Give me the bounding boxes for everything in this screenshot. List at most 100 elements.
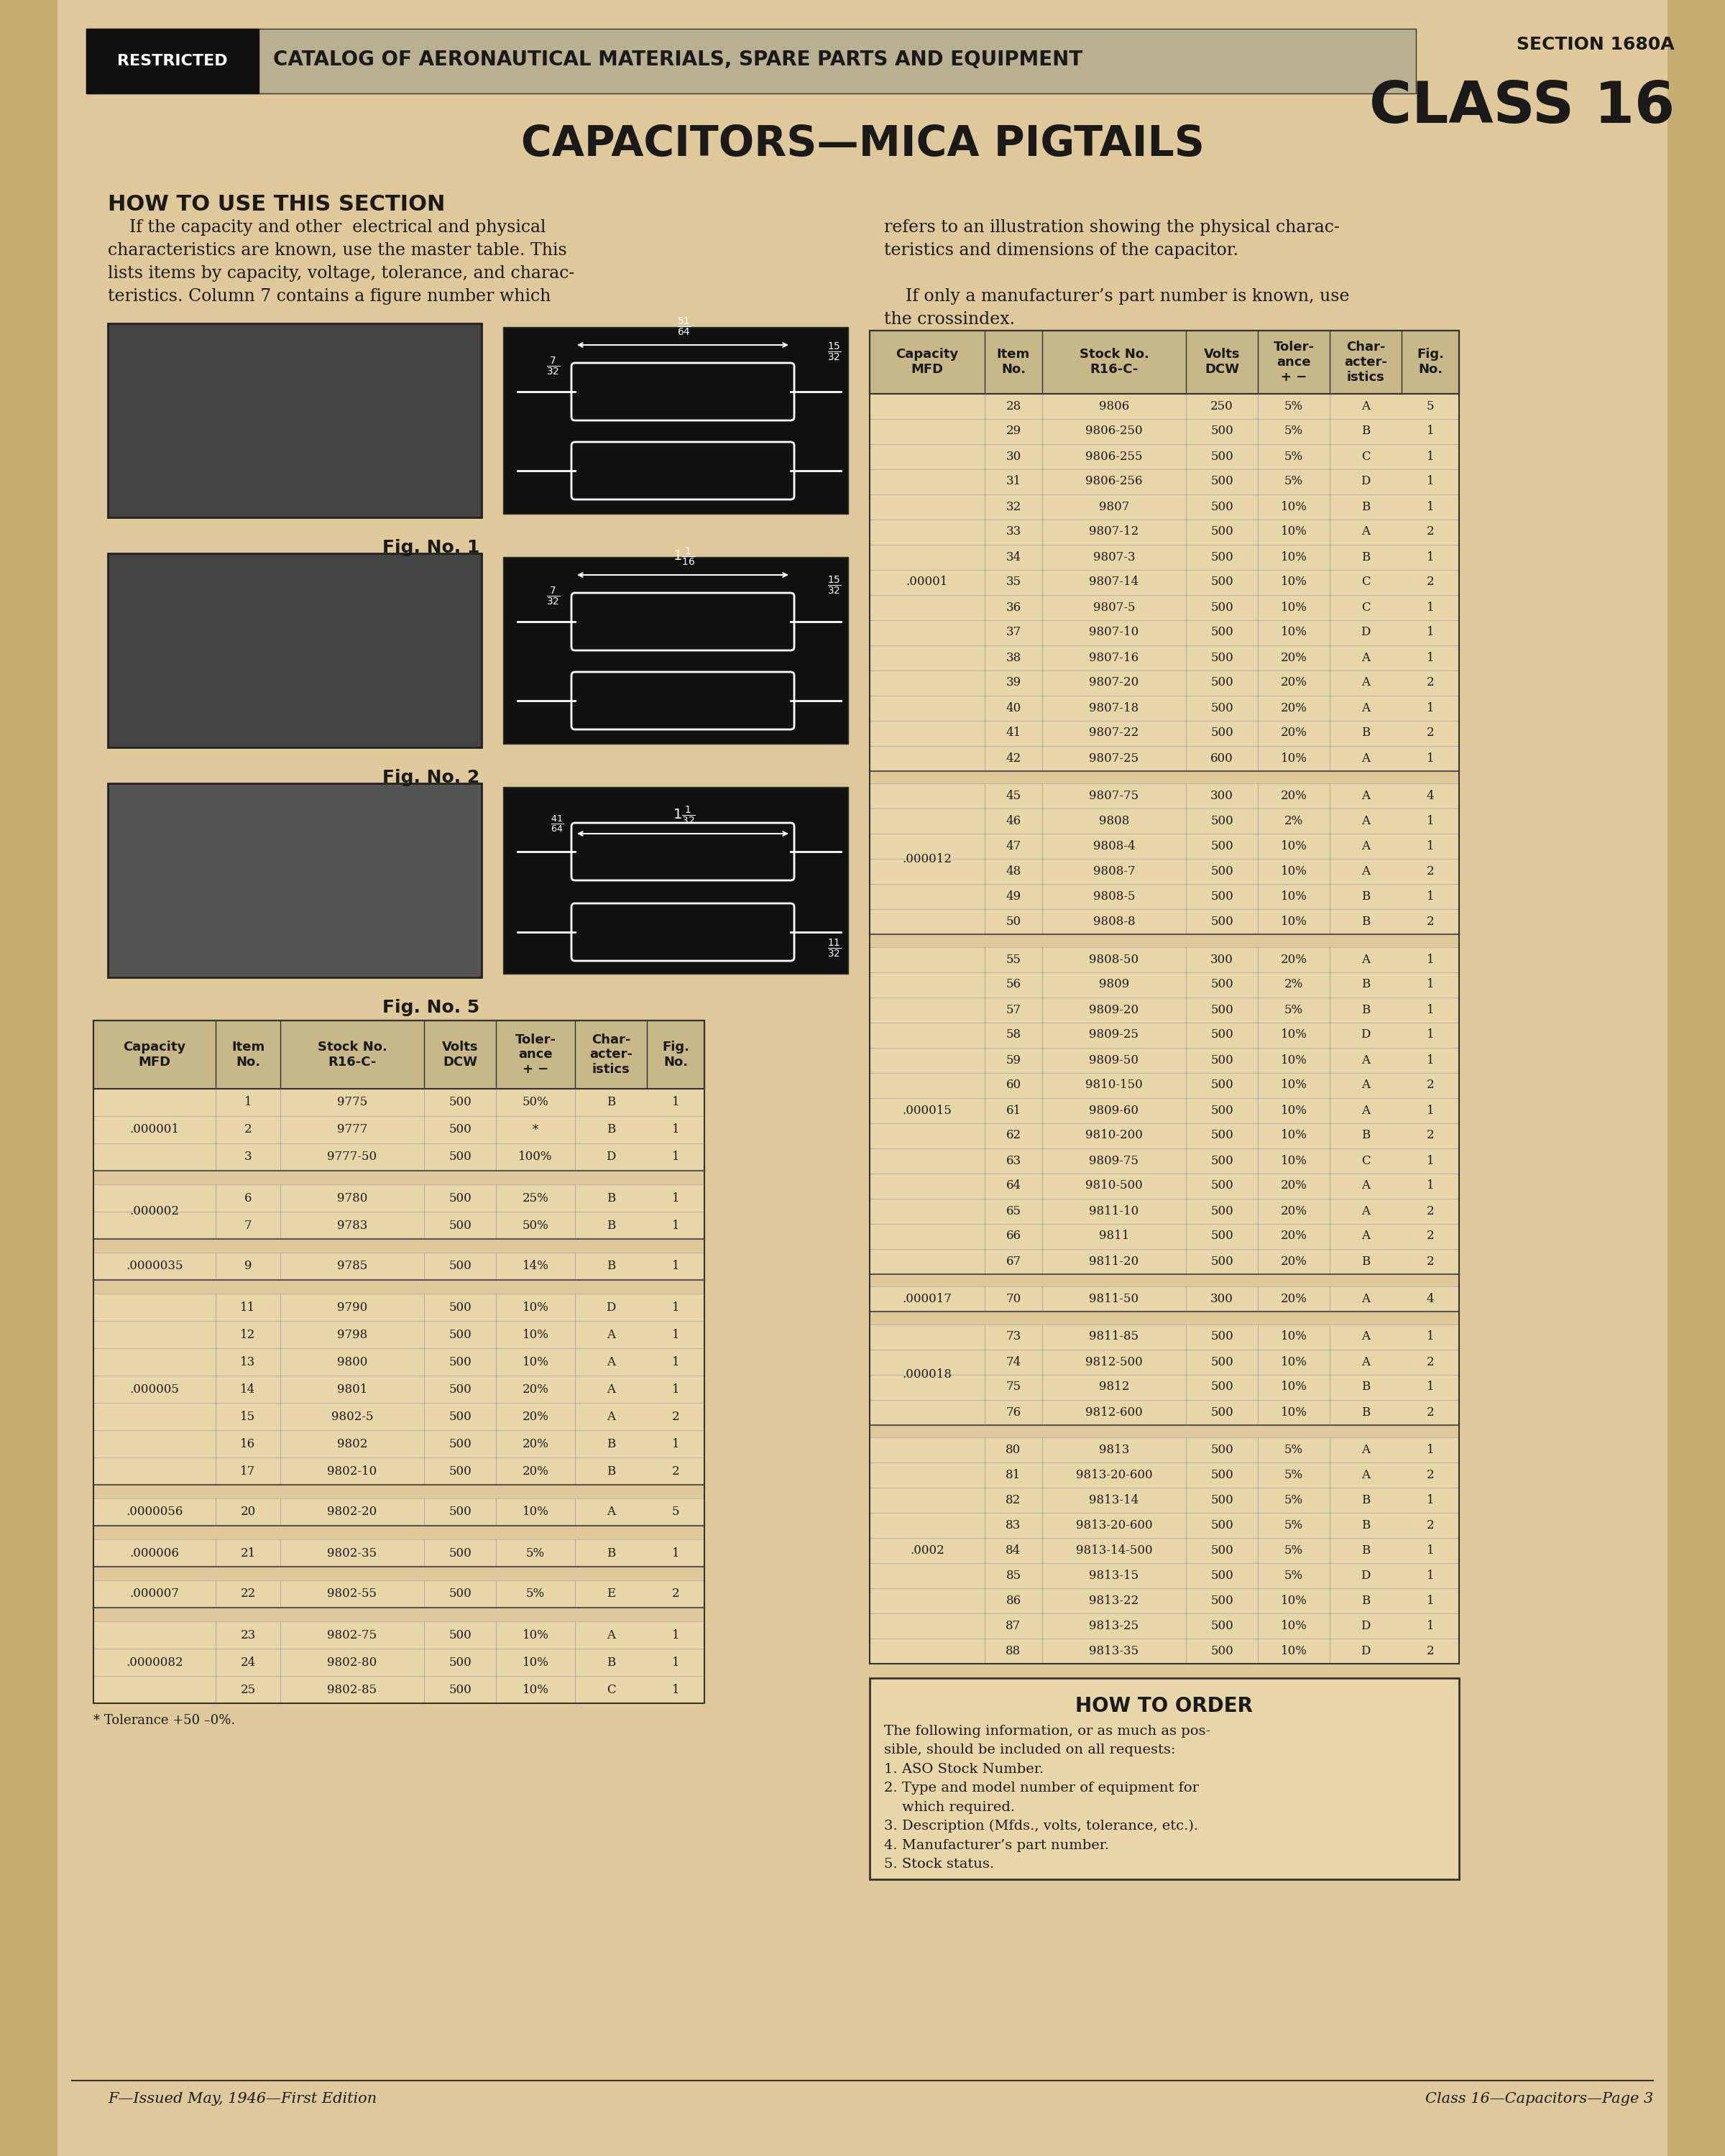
Text: 5%: 5% bbox=[1285, 401, 1302, 412]
Text: 10%: 10% bbox=[523, 1684, 549, 1695]
Bar bbox=[869, 1147, 1459, 1173]
Text: 63: 63 bbox=[1006, 1156, 1021, 1166]
Bar bbox=[869, 330, 1459, 392]
Text: 500: 500 bbox=[448, 1220, 471, 1231]
Text: 9800: 9800 bbox=[336, 1356, 367, 1369]
Text: 25: 25 bbox=[240, 1684, 255, 1695]
Text: Fig. No. 5: Fig. No. 5 bbox=[383, 998, 480, 1015]
Text: 41: 41 bbox=[1006, 727, 1021, 740]
Bar bbox=[93, 1376, 704, 1404]
Text: A: A bbox=[1361, 1229, 1370, 1242]
Bar bbox=[869, 470, 1459, 494]
Text: A: A bbox=[1361, 1468, 1370, 1481]
Text: 1: 1 bbox=[1427, 1330, 1433, 1343]
Text: 1: 1 bbox=[1427, 752, 1433, 765]
Text: 1: 1 bbox=[671, 1259, 680, 1272]
Bar bbox=[869, 834, 1459, 858]
Text: 500: 500 bbox=[448, 1548, 471, 1559]
Bar bbox=[93, 1580, 704, 1608]
Text: .000017: .000017 bbox=[902, 1294, 952, 1304]
Text: D: D bbox=[1361, 1570, 1370, 1583]
Text: 500: 500 bbox=[1211, 500, 1233, 513]
Text: 9802-80: 9802-80 bbox=[328, 1656, 378, 1669]
Bar bbox=[1668, 0, 1725, 2156]
Text: 14: 14 bbox=[240, 1384, 255, 1395]
Text: 47: 47 bbox=[1006, 841, 1021, 852]
Text: B: B bbox=[607, 1656, 616, 1669]
Text: 20%: 20% bbox=[523, 1466, 549, 1477]
Text: 9808-5: 9808-5 bbox=[1094, 890, 1135, 903]
Text: 2: 2 bbox=[1427, 576, 1433, 589]
Text: 1: 1 bbox=[1427, 841, 1433, 852]
Text: 500: 500 bbox=[1211, 865, 1233, 877]
Text: 2: 2 bbox=[671, 1466, 680, 1477]
Text: 20%: 20% bbox=[1280, 953, 1308, 966]
Text: 46: 46 bbox=[1006, 815, 1021, 828]
Text: 14%: 14% bbox=[523, 1259, 549, 1272]
Text: 1: 1 bbox=[671, 1684, 680, 1695]
Bar bbox=[869, 1199, 1459, 1225]
Text: 500: 500 bbox=[448, 1095, 471, 1108]
Text: 2: 2 bbox=[1427, 1130, 1433, 1143]
Text: 36: 36 bbox=[1006, 602, 1021, 612]
Bar bbox=[93, 1020, 704, 1703]
Text: A: A bbox=[1361, 1078, 1370, 1091]
Text: A: A bbox=[1361, 1205, 1370, 1216]
Text: 2: 2 bbox=[1427, 1520, 1433, 1531]
Text: 9811-10: 9811-10 bbox=[1088, 1205, 1139, 1216]
Text: HOW TO ORDER: HOW TO ORDER bbox=[1076, 1697, 1252, 1716]
Text: B: B bbox=[607, 1123, 616, 1136]
Text: Capacity
MFD: Capacity MFD bbox=[895, 347, 959, 375]
Text: Volts
DCW: Volts DCW bbox=[442, 1041, 478, 1069]
Text: 500: 500 bbox=[448, 1630, 471, 1641]
Text: $\frac{51}{64}$: $\frac{51}{64}$ bbox=[678, 317, 692, 338]
Text: 10%: 10% bbox=[1280, 1078, 1308, 1091]
Text: 500: 500 bbox=[448, 1192, 471, 1203]
Text: 500: 500 bbox=[1211, 979, 1233, 992]
Text: 9813: 9813 bbox=[1099, 1445, 1130, 1455]
Text: 500: 500 bbox=[1211, 552, 1233, 563]
Bar bbox=[869, 595, 1459, 621]
Text: 2: 2 bbox=[1427, 727, 1433, 740]
Text: CATALOG OF AERONAUTICAL MATERIALS, SPARE PARTS AND EQUIPMENT: CATALOG OF AERONAUTICAL MATERIALS, SPARE… bbox=[273, 50, 1083, 69]
Bar bbox=[93, 1143, 704, 1171]
Text: B: B bbox=[1361, 727, 1370, 740]
Bar bbox=[869, 1173, 1459, 1199]
Bar bbox=[869, 330, 1459, 392]
Text: 2: 2 bbox=[1427, 1255, 1433, 1268]
Text: 10%: 10% bbox=[523, 1328, 549, 1341]
Text: 20%: 20% bbox=[1280, 677, 1308, 690]
Text: C: C bbox=[1361, 576, 1370, 589]
Text: 9813-14: 9813-14 bbox=[1088, 1494, 1139, 1507]
Text: 20%: 20% bbox=[1280, 1179, 1308, 1192]
Text: 25%: 25% bbox=[523, 1192, 549, 1203]
Text: 86: 86 bbox=[1006, 1595, 1021, 1606]
Text: D: D bbox=[1361, 1645, 1370, 1658]
Bar bbox=[93, 1621, 704, 1649]
Text: 5%: 5% bbox=[1285, 425, 1302, 438]
Text: 1: 1 bbox=[671, 1302, 680, 1313]
Text: 500: 500 bbox=[448, 1328, 471, 1341]
Bar bbox=[107, 783, 481, 977]
Text: 21: 21 bbox=[240, 1548, 255, 1559]
Text: B: B bbox=[1361, 1005, 1370, 1015]
Text: 9813-15: 9813-15 bbox=[1088, 1570, 1139, 1583]
Text: 9808-8: 9808-8 bbox=[1094, 916, 1135, 927]
Text: 9: 9 bbox=[245, 1259, 252, 1272]
Text: 1: 1 bbox=[1427, 451, 1433, 464]
Text: 500: 500 bbox=[1211, 1078, 1233, 1091]
Text: 2: 2 bbox=[1427, 1078, 1433, 1091]
Text: 1: 1 bbox=[671, 1548, 680, 1559]
Text: 1: 1 bbox=[671, 1192, 680, 1203]
Text: 33: 33 bbox=[1006, 526, 1021, 539]
Text: 500: 500 bbox=[448, 1438, 471, 1449]
Text: Fig. No. 2: Fig. No. 2 bbox=[383, 770, 480, 787]
Text: 500: 500 bbox=[448, 1466, 471, 1477]
Text: 9809-25: 9809-25 bbox=[1088, 1028, 1139, 1041]
Text: 9777: 9777 bbox=[336, 1123, 367, 1136]
Bar bbox=[869, 418, 1459, 444]
Bar bbox=[869, 996, 1459, 1022]
Bar bbox=[869, 1123, 1459, 1147]
Text: 5%: 5% bbox=[1285, 451, 1302, 464]
Text: 9802-5: 9802-5 bbox=[331, 1410, 373, 1423]
